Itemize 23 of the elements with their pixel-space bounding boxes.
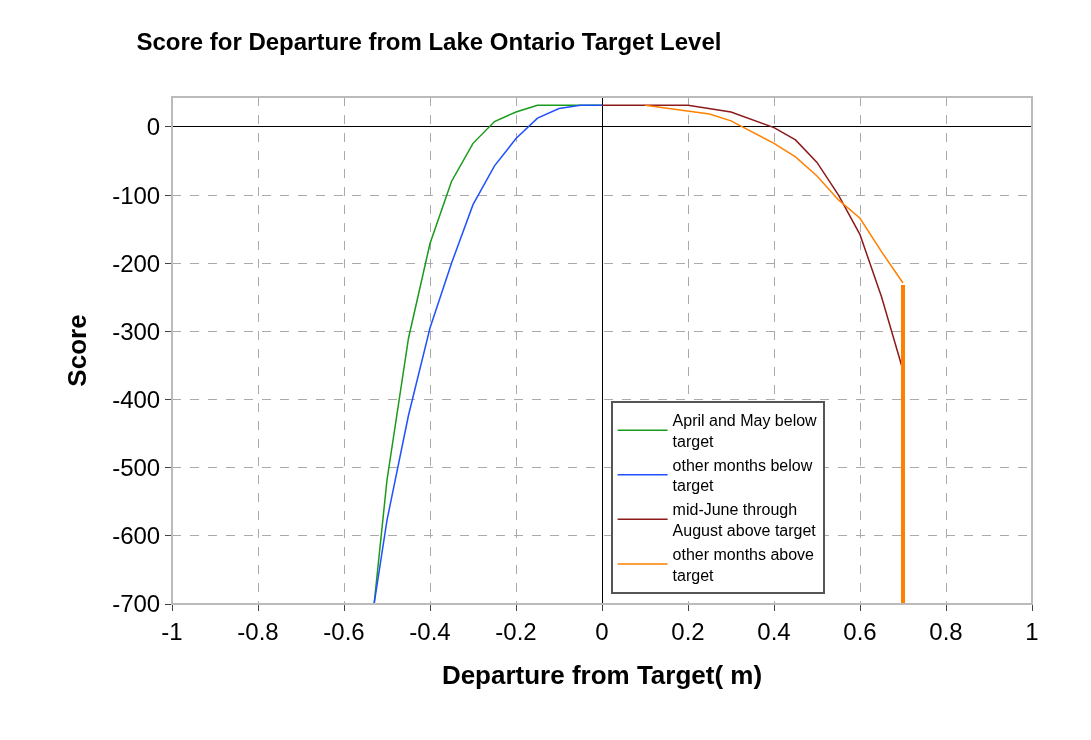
y-tick-label: -200: [112, 249, 161, 277]
x-tick-label: 0.6: [843, 617, 877, 645]
y-tick-label: -500: [112, 454, 161, 482]
legend-label: other months above target: [672, 545, 815, 584]
x-tick-label: -1: [161, 617, 183, 645]
x-tick-label: 0.8: [929, 617, 963, 645]
x-tick-label: 0: [595, 617, 609, 645]
y-tick-label: -600: [112, 522, 161, 550]
x-tick-label: 0.2: [671, 617, 705, 645]
y-tick-label: -700: [112, 590, 161, 618]
x-tick-label: -0.6: [323, 617, 365, 645]
y-tick-label: -400: [112, 385, 161, 413]
x-tick-label: -0.2: [495, 617, 537, 645]
x-tick-label: -0.4: [409, 617, 451, 645]
chart-title: Score for Departure from Lake Ontario Target Level: [136, 28, 722, 56]
y-tick-label: 0: [146, 113, 161, 141]
x-axis-title: Departure from Target( m): [441, 660, 763, 691]
y-axis-title: Score: [61, 314, 92, 387]
x-tick-label: 1: [1025, 617, 1039, 645]
x-tick-label: 0.4: [757, 617, 791, 645]
y-tick-label: -300: [112, 317, 161, 345]
y-tick-label: -100: [112, 181, 161, 209]
x-tick-label: -0.8: [237, 617, 279, 645]
